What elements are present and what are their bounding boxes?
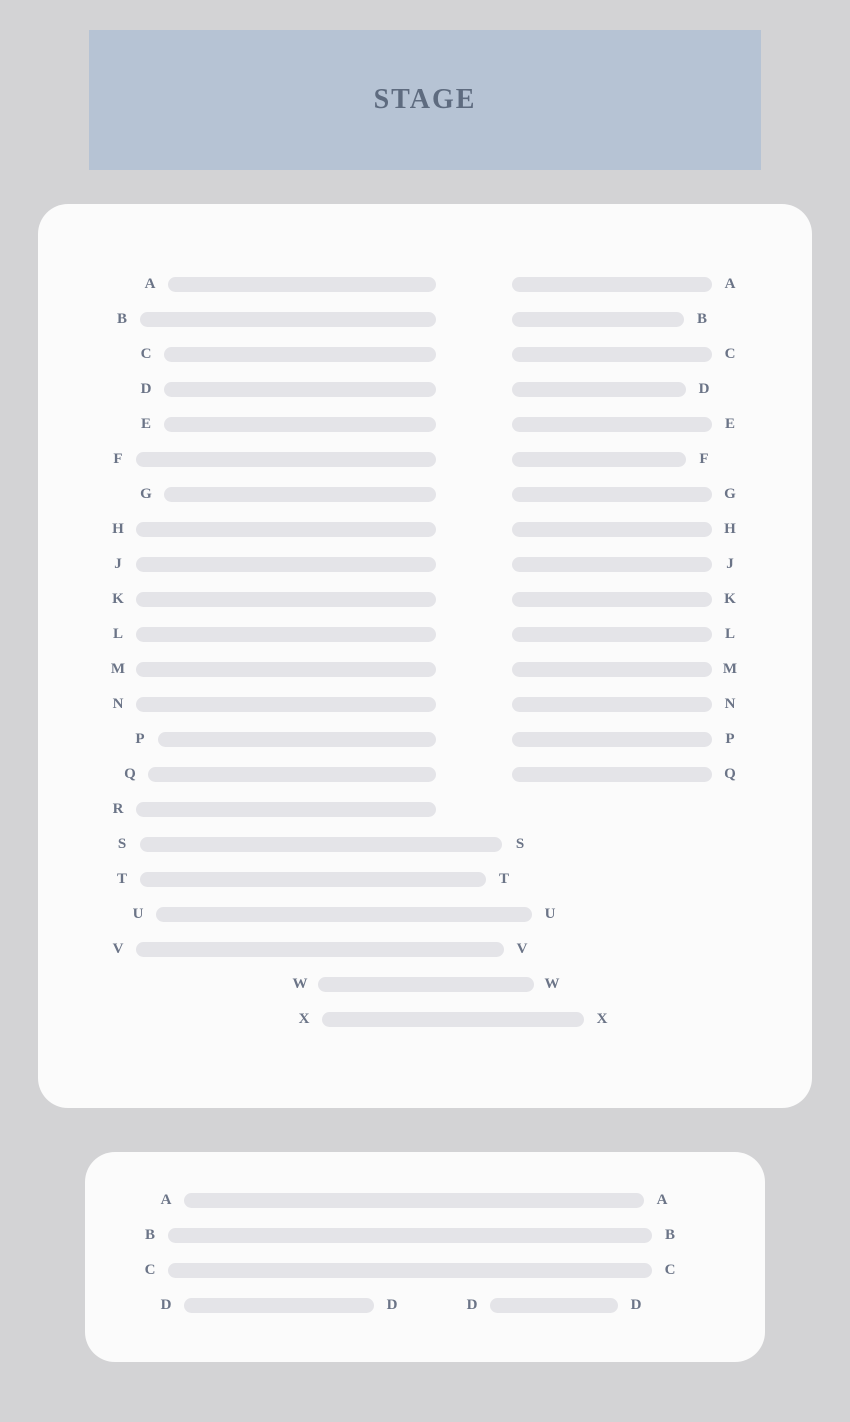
row-T-label-left: T bbox=[112, 872, 132, 887]
row-B-right[interactable] bbox=[512, 312, 684, 327]
row-X-label-left: X bbox=[294, 1012, 314, 1027]
row-S-label-right: S bbox=[510, 837, 530, 852]
row-S[interactable] bbox=[140, 837, 502, 852]
lower-row-D-seg0[interactable] bbox=[184, 1298, 374, 1313]
lower-row-D-seg0-label-right: D bbox=[382, 1298, 402, 1313]
row-E-right[interactable] bbox=[512, 417, 712, 432]
row-K-right[interactable] bbox=[512, 592, 712, 607]
row-K-label-right: K bbox=[720, 592, 740, 607]
row-P-right[interactable] bbox=[512, 732, 712, 747]
row-C-left[interactable] bbox=[164, 347, 436, 362]
row-L-label-right: L bbox=[720, 627, 740, 642]
row-M-right[interactable] bbox=[512, 662, 712, 677]
row-C-label-right: C bbox=[720, 347, 740, 362]
row-G-label-left: G bbox=[136, 487, 156, 502]
row-L-right[interactable] bbox=[512, 627, 712, 642]
row-G-right[interactable] bbox=[512, 487, 712, 502]
row-E-label-right: E bbox=[720, 417, 740, 432]
row-H-left[interactable] bbox=[136, 522, 436, 537]
row-E-left[interactable] bbox=[164, 417, 436, 432]
row-J-right[interactable] bbox=[512, 557, 712, 572]
lower-row-C-label-right: C bbox=[660, 1263, 680, 1278]
row-T-label-right: T bbox=[494, 872, 514, 887]
row-C-label-left: C bbox=[136, 347, 156, 362]
row-N-label-right: N bbox=[720, 697, 740, 712]
row-K-left[interactable] bbox=[136, 592, 436, 607]
row-B-label-left: B bbox=[112, 312, 132, 327]
lower-row-D-seg1-label-right: D bbox=[626, 1298, 646, 1313]
row-W-label-right: W bbox=[542, 977, 562, 992]
row-L-left[interactable] bbox=[136, 627, 436, 642]
row-H-label-right: H bbox=[720, 522, 740, 537]
row-L-label-left: L bbox=[108, 627, 128, 642]
row-A-label-right: A bbox=[720, 277, 740, 292]
lower-row-B[interactable] bbox=[168, 1228, 652, 1243]
row-W-label-left: W bbox=[290, 977, 310, 992]
row-A-right[interactable] bbox=[512, 277, 712, 292]
lower-row-A[interactable] bbox=[184, 1193, 644, 1208]
row-J-label-right: J bbox=[720, 557, 740, 572]
row-F-left[interactable] bbox=[136, 452, 436, 467]
row-M-label-left: M bbox=[108, 662, 128, 677]
row-R[interactable] bbox=[136, 802, 436, 817]
row-G-label-right: G bbox=[720, 487, 740, 502]
row-M-left[interactable] bbox=[136, 662, 436, 677]
row-D-left[interactable] bbox=[164, 382, 436, 397]
row-V-label-left: V bbox=[108, 942, 128, 957]
row-H-label-left: H bbox=[108, 522, 128, 537]
row-D-right[interactable] bbox=[512, 382, 686, 397]
lower-row-A-label-left: A bbox=[156, 1193, 176, 1208]
lower-row-D-seg1[interactable] bbox=[490, 1298, 618, 1313]
row-G-left[interactable] bbox=[164, 487, 436, 502]
row-M-label-right: M bbox=[720, 662, 740, 677]
row-Q-left[interactable] bbox=[148, 767, 436, 782]
lower-seating-section bbox=[85, 1152, 765, 1362]
row-S-label-left: S bbox=[112, 837, 132, 852]
row-J-label-left: J bbox=[108, 557, 128, 572]
row-H-right[interactable] bbox=[512, 522, 712, 537]
row-C-right[interactable] bbox=[512, 347, 712, 362]
stage-label: STAGE bbox=[374, 84, 477, 116]
stage-area: STAGE bbox=[89, 30, 761, 170]
row-V[interactable] bbox=[136, 942, 504, 957]
row-T[interactable] bbox=[140, 872, 486, 887]
row-Q-label-right: Q bbox=[720, 767, 740, 782]
main-seating-section bbox=[38, 204, 812, 1108]
row-F-label-right: F bbox=[694, 452, 714, 467]
row-U[interactable] bbox=[156, 907, 532, 922]
row-K-label-left: K bbox=[108, 592, 128, 607]
row-X[interactable] bbox=[322, 1012, 584, 1027]
row-A-left[interactable] bbox=[168, 277, 436, 292]
row-U-label-left: U bbox=[128, 907, 148, 922]
row-P-label-right: P bbox=[720, 732, 740, 747]
lower-row-C[interactable] bbox=[168, 1263, 652, 1278]
row-J-left[interactable] bbox=[136, 557, 436, 572]
row-R-label-left: R bbox=[108, 802, 128, 817]
row-V-label-right: V bbox=[512, 942, 532, 957]
row-P-left[interactable] bbox=[158, 732, 436, 747]
row-P-label-left: P bbox=[130, 732, 150, 747]
row-N-left[interactable] bbox=[136, 697, 436, 712]
row-F-right[interactable] bbox=[512, 452, 686, 467]
lower-row-C-label-left: C bbox=[140, 1263, 160, 1278]
row-X-label-right: X bbox=[592, 1012, 612, 1027]
lower-row-D-seg0-label-left: D bbox=[156, 1298, 176, 1313]
row-B-label-right: B bbox=[692, 312, 712, 327]
lower-row-B-label-left: B bbox=[140, 1228, 160, 1243]
row-W[interactable] bbox=[318, 977, 534, 992]
row-D-label-right: D bbox=[694, 382, 714, 397]
row-F-label-left: F bbox=[108, 452, 128, 467]
row-U-label-right: U bbox=[540, 907, 560, 922]
lower-row-B-label-right: B bbox=[660, 1228, 680, 1243]
row-D-label-left: D bbox=[136, 382, 156, 397]
row-E-label-left: E bbox=[136, 417, 156, 432]
row-A-label-left: A bbox=[140, 277, 160, 292]
row-Q-right[interactable] bbox=[512, 767, 712, 782]
lower-row-D-seg1-label-left: D bbox=[462, 1298, 482, 1313]
row-N-right[interactable] bbox=[512, 697, 712, 712]
row-Q-label-left: Q bbox=[120, 767, 140, 782]
row-B-left[interactable] bbox=[140, 312, 436, 327]
row-N-label-left: N bbox=[108, 697, 128, 712]
lower-row-A-label-right: A bbox=[652, 1193, 672, 1208]
